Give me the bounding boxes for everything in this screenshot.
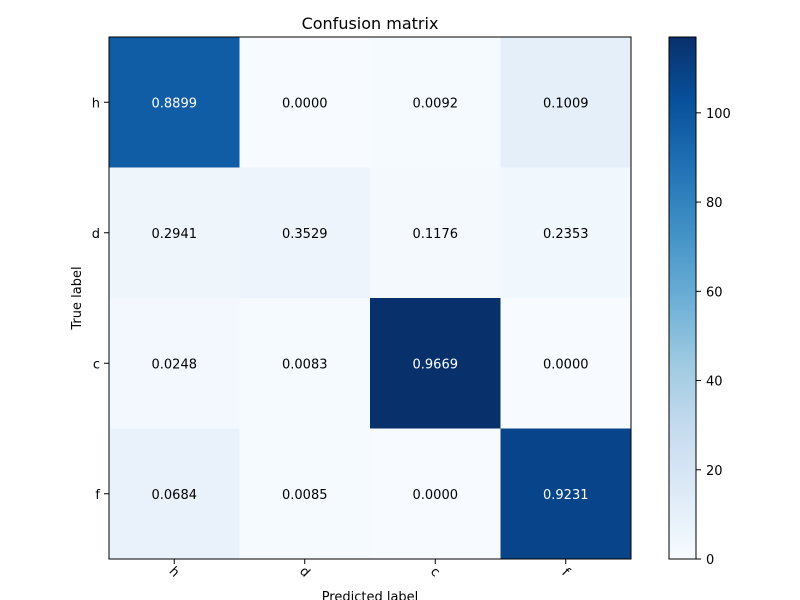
cell-value-label: 0.0684 [152, 488, 198, 503]
heatmap-cell [370, 428, 501, 560]
colorbar-tick-label: 20 [706, 464, 723, 479]
heatmap-cell [370, 37, 501, 168]
cell-value-label: 0.1176 [413, 227, 459, 242]
cell-value-label: 0.0092 [413, 96, 459, 111]
cell-value-label: 0.0085 [282, 488, 328, 503]
heatmap-cell-labels: 0.8899 0.0000 0.0092 0.1009 0.2941 0.3529 0.11… [152, 96, 589, 503]
cell-value-label: 0.0083 [282, 357, 328, 372]
heatmap-cell [109, 37, 240, 168]
colorbar-tick-label: 40 [706, 375, 723, 390]
cell-value-label: 0.0000 [543, 357, 589, 372]
colorbar-tick-label: 60 [706, 285, 723, 300]
heatmap-cell [239, 167, 371, 299]
heatmap-cell [370, 298, 501, 429]
heatmap-cell [239, 37, 371, 168]
colorbar-tick-label: 100 [706, 107, 731, 122]
x-axis-label: Predicted label [322, 590, 419, 600]
cell-value-label: 0.2353 [543, 227, 589, 242]
y-axis-label: True label [70, 266, 85, 330]
cell-value-label: 0.0248 [152, 357, 198, 372]
heatmap-cell [500, 428, 632, 560]
colorbar [668, 36, 697, 560]
plot-frame [108, 36, 632, 560]
heatmap-cell [109, 298, 240, 429]
cell-value-label: 0.0000 [413, 488, 459, 503]
colorbar-tick-label: 80 [706, 196, 723, 211]
colorbar-tick-label: 0 [706, 553, 714, 568]
cell-value-label: 0.3529 [282, 227, 328, 242]
heatmap-cell [370, 167, 501, 299]
x-tick-label: d [296, 564, 312, 580]
y-axis: h d c f [92, 96, 109, 503]
heatmap-cell [500, 167, 632, 299]
cell-value-label: 0.8899 [152, 96, 198, 111]
heatmap-cell [239, 298, 371, 429]
cell-value-label: 0.1009 [543, 96, 589, 111]
chart-title: Confusion matrix [302, 14, 439, 33]
colorbar-axis: 0 20 40 60 80 100 [696, 107, 731, 568]
y-tick-label: c [93, 357, 100, 372]
cell-value-label: 0.2941 [152, 227, 198, 242]
x-tick-label: c [427, 565, 443, 581]
heatmap-cells [109, 37, 632, 560]
heatmap-cell [239, 428, 371, 560]
heatmap-cell [109, 428, 240, 560]
heatmap-cell [500, 298, 632, 429]
y-tick-label: d [92, 227, 100, 242]
x-tick-label: h [166, 564, 182, 580]
heatmap-cell [500, 37, 632, 168]
heatmap-cell [109, 167, 240, 299]
cell-value-label: 0.0000 [282, 96, 328, 111]
x-tick-label: f [558, 565, 572, 579]
cell-value-label: 0.9669 [413, 357, 459, 372]
cell-value-label: 0.9231 [543, 488, 589, 503]
y-tick-label: f [95, 488, 100, 503]
y-tick-label: h [92, 96, 100, 111]
